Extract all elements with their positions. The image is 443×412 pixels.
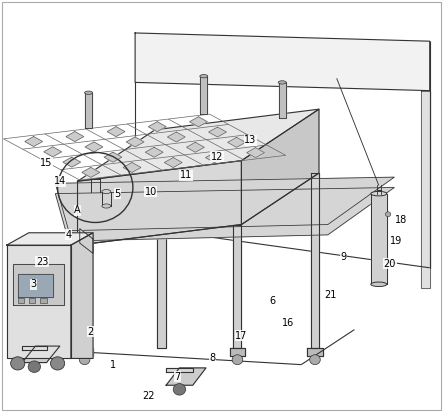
Polygon shape	[279, 82, 286, 118]
Text: 18: 18	[395, 215, 407, 225]
Polygon shape	[167, 132, 185, 142]
Polygon shape	[44, 147, 62, 157]
Ellipse shape	[102, 204, 111, 208]
Polygon shape	[18, 274, 53, 297]
Ellipse shape	[102, 190, 111, 194]
Text: 15: 15	[40, 158, 53, 168]
Circle shape	[51, 357, 65, 370]
Bar	[40, 298, 47, 303]
Polygon shape	[145, 147, 163, 157]
Circle shape	[28, 361, 41, 372]
Polygon shape	[55, 177, 394, 231]
Polygon shape	[187, 143, 204, 152]
Text: 11: 11	[180, 170, 192, 180]
Text: 14: 14	[54, 176, 66, 186]
Polygon shape	[7, 245, 71, 358]
Polygon shape	[206, 153, 223, 163]
Ellipse shape	[200, 75, 208, 78]
Ellipse shape	[85, 91, 93, 94]
Text: 13: 13	[244, 135, 256, 145]
Polygon shape	[66, 132, 84, 142]
Polygon shape	[82, 168, 100, 178]
Polygon shape	[80, 229, 93, 253]
Text: 4: 4	[66, 230, 72, 240]
Polygon shape	[22, 346, 60, 363]
Polygon shape	[233, 225, 241, 348]
Polygon shape	[126, 137, 144, 147]
Text: 7: 7	[174, 372, 180, 382]
Circle shape	[385, 212, 391, 217]
Polygon shape	[209, 127, 226, 137]
Polygon shape	[247, 148, 264, 158]
Polygon shape	[7, 233, 93, 245]
Polygon shape	[25, 137, 43, 147]
Circle shape	[79, 355, 90, 365]
Polygon shape	[230, 348, 245, 356]
Text: A: A	[74, 205, 81, 215]
Polygon shape	[85, 93, 92, 128]
Polygon shape	[311, 173, 319, 348]
Polygon shape	[166, 368, 193, 372]
Text: 17: 17	[235, 331, 248, 341]
Polygon shape	[78, 161, 241, 245]
Text: 22: 22	[142, 391, 155, 400]
Polygon shape	[157, 194, 166, 348]
Polygon shape	[190, 117, 207, 127]
Polygon shape	[22, 346, 47, 350]
Polygon shape	[200, 76, 207, 114]
Text: 16: 16	[282, 318, 294, 328]
Ellipse shape	[371, 282, 387, 286]
Text: 10: 10	[144, 187, 157, 197]
Ellipse shape	[371, 192, 387, 196]
Polygon shape	[123, 163, 141, 173]
Circle shape	[173, 384, 186, 395]
Polygon shape	[104, 152, 122, 162]
Circle shape	[310, 355, 320, 365]
Text: 20: 20	[384, 259, 396, 269]
Text: 9: 9	[340, 253, 346, 262]
Polygon shape	[71, 233, 93, 358]
Ellipse shape	[278, 81, 286, 84]
Polygon shape	[228, 138, 245, 147]
Polygon shape	[78, 109, 319, 181]
Polygon shape	[307, 348, 323, 356]
Polygon shape	[107, 127, 125, 137]
Polygon shape	[241, 109, 319, 225]
Text: 12: 12	[211, 152, 223, 162]
Polygon shape	[166, 368, 206, 385]
Bar	[29, 298, 35, 303]
Polygon shape	[55, 187, 394, 241]
Text: 2: 2	[88, 327, 94, 337]
Polygon shape	[63, 157, 81, 167]
Polygon shape	[164, 158, 182, 168]
Text: 19: 19	[390, 236, 403, 246]
Polygon shape	[85, 142, 103, 152]
Polygon shape	[371, 194, 387, 284]
Polygon shape	[80, 245, 89, 348]
Polygon shape	[76, 348, 93, 356]
Polygon shape	[148, 122, 166, 132]
Text: 5: 5	[114, 189, 120, 199]
Polygon shape	[135, 33, 430, 91]
Text: 21: 21	[324, 290, 336, 300]
Text: 8: 8	[210, 353, 216, 363]
Polygon shape	[13, 264, 64, 305]
Text: 1: 1	[110, 360, 116, 370]
Text: 23: 23	[36, 257, 48, 267]
Text: 3: 3	[30, 279, 36, 289]
Circle shape	[11, 357, 25, 370]
Text: 6: 6	[269, 296, 276, 306]
Circle shape	[232, 355, 243, 365]
Polygon shape	[421, 91, 430, 288]
Bar	[18, 298, 24, 303]
